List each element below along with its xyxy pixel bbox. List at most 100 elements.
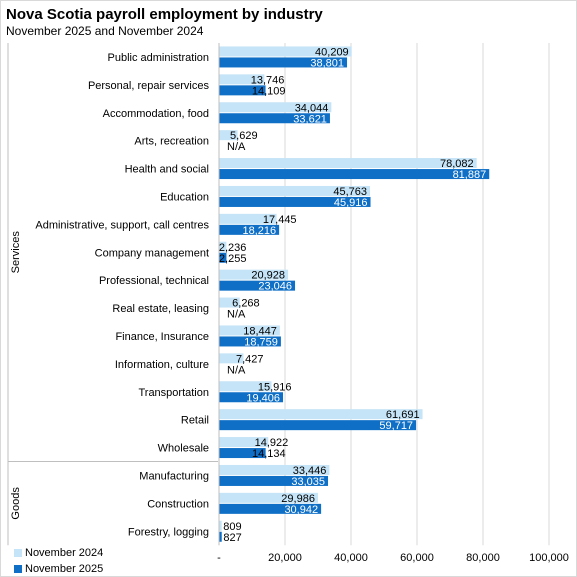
- category-label-education: Education: [160, 191, 209, 203]
- bar-november-2024-health-and-social: [219, 158, 477, 169]
- data-label-november-2025-construction: 30,942: [284, 504, 318, 516]
- data-label-november-2024-wholesale: 14,922: [255, 437, 289, 449]
- legend-label-november-2025: November 2025: [25, 563, 104, 575]
- data-label-november-2024-accommodation-food: 34,044: [295, 102, 329, 114]
- data-label-november-2024-retail: 61,691: [386, 409, 420, 421]
- data-label-november-2024-finance-insurance: 18,447: [243, 325, 277, 337]
- x-tick-label-3: 60,000: [400, 552, 434, 564]
- category-label-company-management: Company management: [95, 247, 209, 259]
- bar-november-2024-wholesale: [219, 437, 269, 448]
- data-label-november-2024-education: 45,763: [333, 186, 367, 198]
- legend-item-november-2025: November 2025: [14, 563, 103, 575]
- x-tick-label-0: -: [217, 552, 221, 564]
- bar-november-2025-accommodation-food: [219, 113, 330, 124]
- bar-november-2024-construction: [219, 492, 318, 503]
- data-label-november-2025-professional-technical: 23,046: [258, 281, 292, 293]
- data-label-november-2024-personal-repair-services: 13,746: [251, 74, 285, 86]
- category-label-construction: Construction: [147, 498, 209, 510]
- data-label-november-2025-wholesale: 14,134: [252, 448, 286, 460]
- category-label-arts-recreation: Arts, recreation: [134, 136, 209, 148]
- bar-november-2025-personal-repair-services: [219, 85, 266, 96]
- bar-november-2024-finance-insurance: [219, 325, 280, 336]
- data-label-november-2024-health-and-social: 78,082: [440, 158, 474, 170]
- group-label-goods: Goods: [10, 487, 22, 520]
- category-label-personal-repair-services: Personal, repair services: [88, 80, 210, 92]
- category-label-manufacturing: Manufacturing: [139, 470, 209, 482]
- category-label-administrative-support-call-centres: Administrative, support, call centres: [35, 219, 209, 231]
- data-label-november-2025-retail: 59,717: [379, 420, 413, 432]
- bar-november-2024-education: [219, 185, 371, 196]
- category-label-retail: Retail: [181, 415, 209, 427]
- data-label-november-2025-public-administration: 38,801: [310, 57, 344, 69]
- data-label-november-2025-arts-recreation: N/A: [227, 141, 246, 153]
- data-label-november-2025-information-culture: N/A: [227, 364, 246, 376]
- bar-november-2024-accommodation-food: [219, 102, 332, 113]
- legend-item-november-2024: November 2024: [14, 547, 103, 559]
- data-label-november-2025-company-management: 2,255: [219, 253, 247, 265]
- category-label-transportation: Transportation: [138, 387, 209, 399]
- bar-november-2024-information-culture: [219, 353, 244, 364]
- data-label-november-2025-manufacturing: 33,035: [291, 476, 325, 488]
- data-label-november-2024-professional-technical: 20,928: [251, 270, 285, 282]
- data-label-november-2024-company-management: 2,236: [219, 242, 247, 254]
- bar-november-2025-transportation: [219, 392, 284, 403]
- data-label-november-2024-real-estate-leasing: 6,268: [232, 298, 260, 310]
- bar-november-2024-forestry-logging: [219, 520, 222, 531]
- data-label-november-2024-administrative-support-call-centres: 17,445: [263, 214, 297, 226]
- bar-november-2025-professional-technical: [219, 280, 296, 291]
- data-label-november-2024-arts-recreation: 5,629: [230, 130, 258, 142]
- bar-november-2025-wholesale: [219, 448, 266, 459]
- category-label-finance-insurance: Finance, Insurance: [115, 331, 209, 343]
- category-label-information-culture: Information, culture: [115, 359, 209, 371]
- data-label-november-2024-transportation: 15,916: [258, 381, 292, 393]
- x-tick-label-2: 40,000: [334, 552, 368, 564]
- bar-november-2024-retail: [219, 409, 423, 420]
- bar-november-2024-manufacturing: [219, 464, 330, 475]
- legend-label-november-2024: November 2024: [25, 547, 104, 559]
- bar-november-2025-finance-insurance: [219, 336, 281, 347]
- category-label-wholesale: Wholesale: [158, 443, 209, 455]
- group-label-services: Services: [10, 231, 22, 274]
- bar-november-2025-public-administration: [219, 57, 348, 68]
- bar-november-2025-company-management: [219, 252, 227, 263]
- data-label-november-2024-construction: 29,986: [281, 493, 315, 505]
- data-label-november-2024-public-administration: 40,209: [315, 46, 349, 58]
- bar-november-2024-personal-repair-services: [219, 74, 265, 85]
- bar-november-2025-retail: [219, 420, 417, 431]
- data-label-november-2025-administrative-support-call-centres: 18,216: [242, 225, 276, 237]
- data-label-november-2025-personal-repair-services: 14,109: [252, 85, 286, 97]
- data-label-november-2025-accommodation-food: 33,621: [293, 113, 327, 125]
- category-label-health-and-social: Health and social: [125, 164, 209, 176]
- bar-november-2025-health-and-social: [219, 169, 490, 180]
- bar-november-2025-construction: [219, 503, 322, 514]
- data-label-november-2025-transportation: 19,406: [246, 392, 280, 404]
- chart-subtitle: November 2025 and November 2024: [6, 24, 204, 38]
- legend-swatch-november-2024: [14, 549, 22, 557]
- category-label-professional-technical: Professional, technical: [99, 275, 209, 287]
- bar-november-2025-administrative-support-call-centres: [219, 224, 280, 235]
- bar-november-2025-education: [219, 196, 371, 207]
- x-tick-label-1: 20,000: [268, 552, 302, 564]
- bar-november-2024-arts-recreation: [219, 130, 238, 141]
- data-label-november-2025-finance-insurance: 18,759: [244, 336, 278, 348]
- data-label-november-2024-manufacturing: 33,446: [293, 465, 327, 477]
- bar-november-2024-public-administration: [219, 46, 352, 57]
- bar-november-2024-transportation: [219, 381, 272, 392]
- x-tick-label-5: 100,000: [529, 552, 569, 564]
- data-label-november-2025-real-estate-leasing: N/A: [227, 309, 246, 321]
- data-label-november-2024-forestry-logging: 809: [223, 521, 241, 533]
- bar-november-2024-company-management: [219, 241, 227, 252]
- chart-title: Nova Scotia payroll employment by indust…: [6, 6, 323, 23]
- bar-november-2025-forestry-logging: [219, 531, 222, 542]
- data-label-november-2025-forestry-logging: 827: [223, 532, 241, 544]
- data-label-november-2025-health-and-social: 81,887: [453, 169, 487, 181]
- category-label-public-administration: Public administration: [108, 52, 210, 64]
- data-label-november-2025-education: 45,916: [334, 197, 368, 209]
- category-label-accommodation-food: Accommodation, food: [103, 108, 209, 120]
- legend-swatch-november-2025: [14, 565, 22, 573]
- bar-november-2024-professional-technical: [219, 269, 289, 280]
- bar-november-2024-real-estate-leasing: [219, 297, 240, 308]
- bar-november-2024-administrative-support-call-centres: [219, 213, 277, 224]
- category-label-real-estate-leasing: Real estate, leasing: [112, 303, 209, 315]
